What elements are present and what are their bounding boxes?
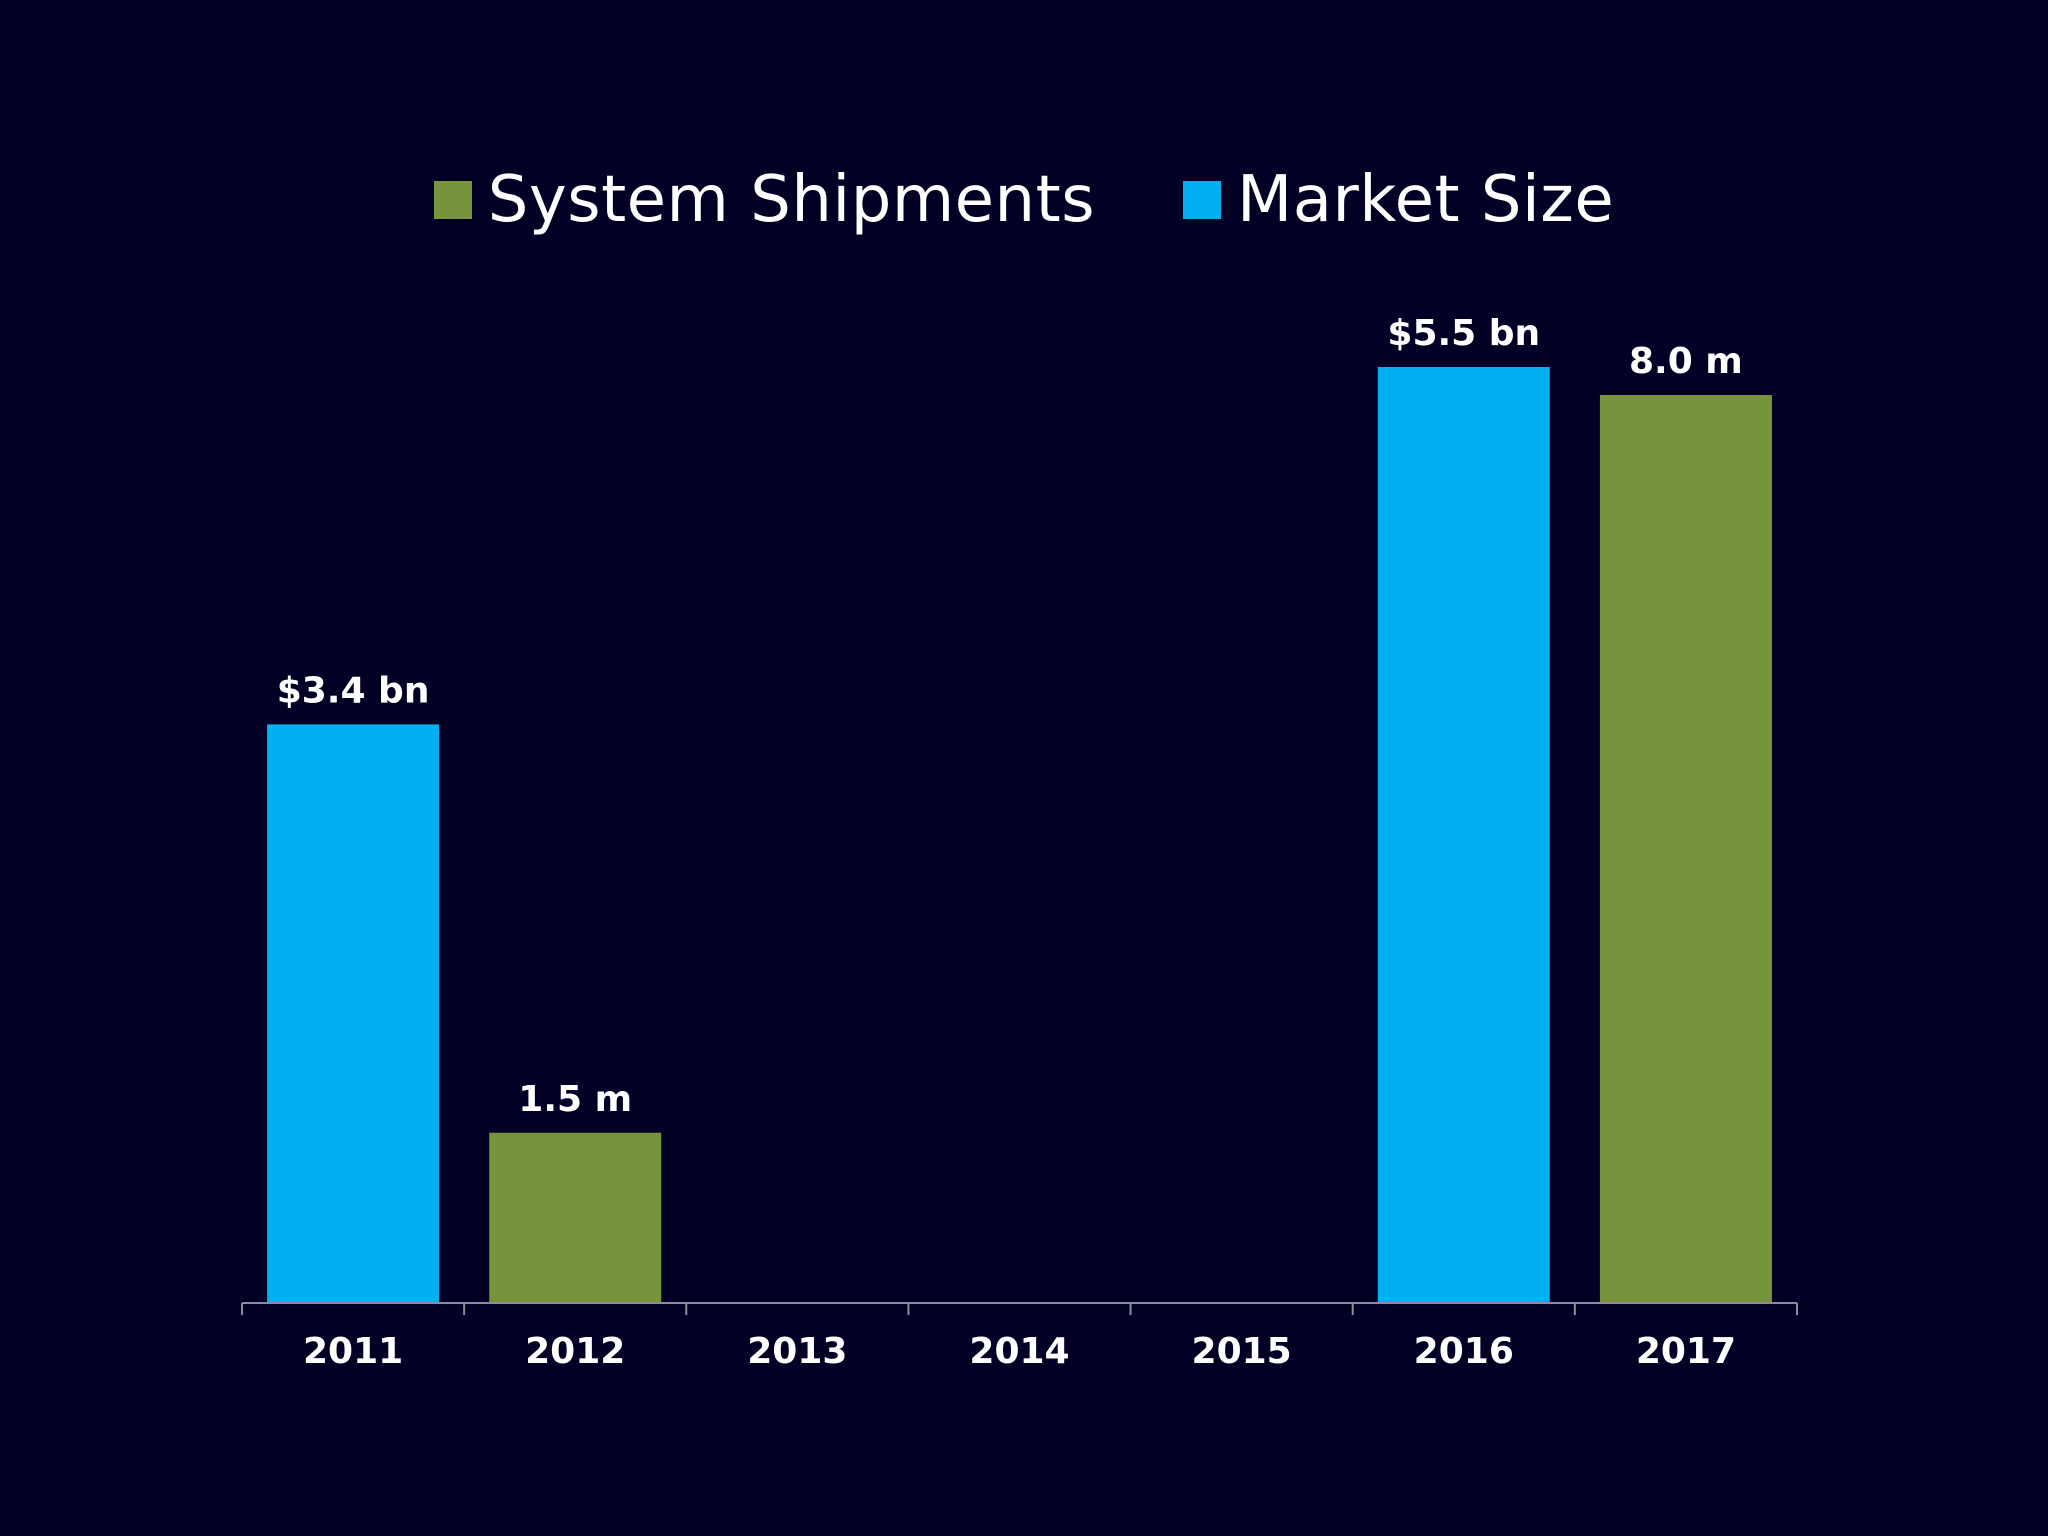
data-label-2012: 1.5 m	[518, 1079, 632, 1120]
legend-label-market-size: Market Size	[1237, 163, 1615, 237]
x-tick-label-2011: 2011	[303, 1331, 403, 1372]
x-tick-label-2012: 2012	[525, 1331, 625, 1372]
data-label-2016: $5.5 bn	[1387, 313, 1540, 354]
legend: System Shipments Market Size	[0, 160, 2048, 240]
x-tick-label-2016: 2016	[1414, 1331, 1514, 1372]
x-tick-label-2013: 2013	[747, 1331, 847, 1372]
legend-swatch-market-size	[1183, 181, 1222, 219]
bar-market-size-2016	[1377, 367, 1550, 1303]
bar-system-shipments-2017	[1599, 395, 1772, 1303]
legend-swatch-system-shipments	[433, 181, 472, 219]
legend-item-system-shipments: System Shipments	[433, 163, 1096, 237]
data-label-2017: 8.0 m	[1629, 341, 1743, 382]
x-tick-label-2017: 2017	[1636, 1331, 1736, 1372]
legend-item-market-size: Market Size	[1183, 163, 1614, 237]
bar-market-size-2011	[267, 724, 440, 1303]
data-label-2011: $3.4 bn	[277, 670, 430, 711]
bar-system-shipments-2012	[489, 1132, 662, 1303]
x-tick-label-2014: 2014	[969, 1331, 1069, 1372]
x-tick-label-2015: 2015	[1192, 1331, 1292, 1372]
legend-label-system-shipments: System Shipments	[487, 163, 1096, 237]
